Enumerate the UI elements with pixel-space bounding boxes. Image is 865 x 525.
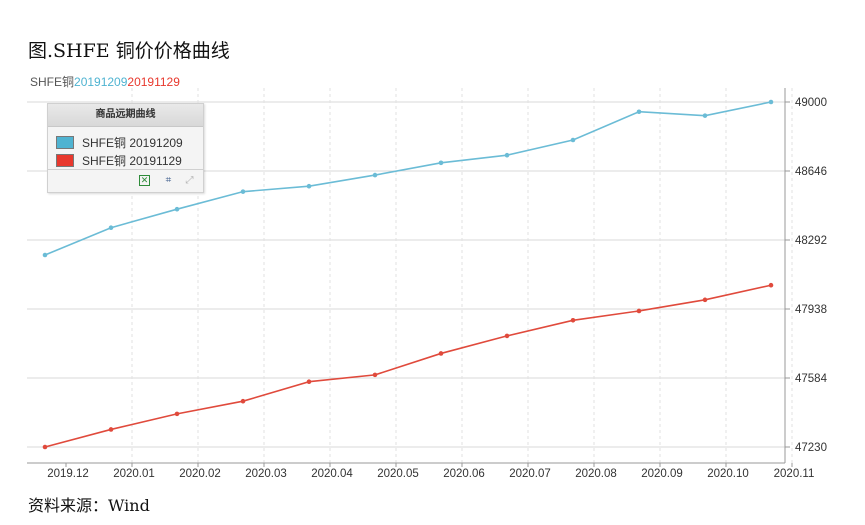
data-point [636, 308, 642, 314]
source-note: 资料来源：Wind [28, 496, 150, 515]
top-legend-date-b: 20191129 [127, 75, 180, 89]
legend-item-2[interactable]: SHFE铜 20191129 [56, 152, 182, 169]
data-point [768, 99, 774, 105]
data-point [174, 206, 180, 212]
data-point [174, 411, 180, 417]
data-point [702, 113, 708, 118]
excel-export-icon[interactable]: ✕ [139, 175, 150, 186]
top-legend-prefix: SHFE铜 [30, 75, 75, 89]
data-point [240, 189, 246, 194]
x-tick-label: 2020.09 [641, 468, 683, 480]
legend-swatch-red [56, 154, 74, 167]
y-tick-label: 47584 [795, 373, 828, 385]
legend-item-1[interactable]: SHFE铜 20191209 [56, 134, 183, 151]
series-line-1 [44, 101, 772, 256]
data-point [108, 427, 114, 432]
top-legend: SHFE铜2019120920191129 [30, 73, 180, 90]
data-point [372, 372, 378, 378]
data-point [702, 297, 708, 303]
data-point [372, 172, 378, 178]
y-tick-label: 48646 [795, 166, 827, 178]
data-point [240, 398, 246, 404]
legend-panel[interactable]: 商品远期曲线 SHFE铜 20191209 SHFE铜 20191129 ✕ ⌗… [47, 103, 204, 193]
data-point [504, 152, 510, 158]
x-tick-label: 2020.03 [245, 468, 287, 480]
y-tick-label: 47938 [795, 304, 827, 316]
figure-title: 图.SHFE 铜价价格曲线 [28, 40, 230, 62]
crop-icon[interactable]: ⌗ [165, 175, 172, 186]
data-point [42, 444, 48, 450]
x-tick-label: 2020.05 [377, 468, 419, 480]
x-tick-label: 2020.10 [707, 468, 749, 480]
top-legend-date-a: 20191209 [74, 75, 128, 89]
x-tick-label: 2020.08 [575, 468, 617, 480]
series-line-2 [44, 284, 772, 448]
x-tick-label: 2020.04 [311, 468, 353, 480]
x-tick-label: 2020.07 [509, 468, 551, 480]
data-point [438, 351, 444, 356]
data-point [570, 318, 576, 323]
x-tick-label: 2019.12 [47, 468, 89, 480]
data-point [570, 137, 576, 143]
y-tick-label: 47230 [795, 442, 827, 454]
y-tick-label: 48292 [795, 235, 827, 247]
x-tick-label: 2020.01 [113, 468, 155, 480]
x-tick-label: 2020.02 [179, 468, 221, 480]
legend-swatch-blue [56, 136, 74, 149]
legend-item-label: SHFE铜 20191129 [82, 154, 182, 168]
x-tick-label: 2020.06 [443, 468, 485, 480]
y-tick-label: 49000 [795, 97, 827, 109]
expand-icon[interactable]: ⤢ [185, 175, 194, 186]
legend-item-label: SHFE铜 20191209 [82, 136, 183, 150]
data-point [438, 160, 444, 166]
data-point [306, 183, 312, 189]
data-point [636, 109, 642, 115]
data-point [306, 379, 312, 385]
x-tick-label: 2020.11 [774, 468, 815, 480]
data-point [108, 225, 114, 231]
legend-toolbar: ✕ ⌗ ⤢ [48, 169, 203, 192]
data-point [768, 282, 774, 288]
legend-panel-header[interactable]: 商品远期曲线 [48, 104, 203, 127]
data-point [42, 252, 48, 258]
data-point [504, 333, 510, 339]
